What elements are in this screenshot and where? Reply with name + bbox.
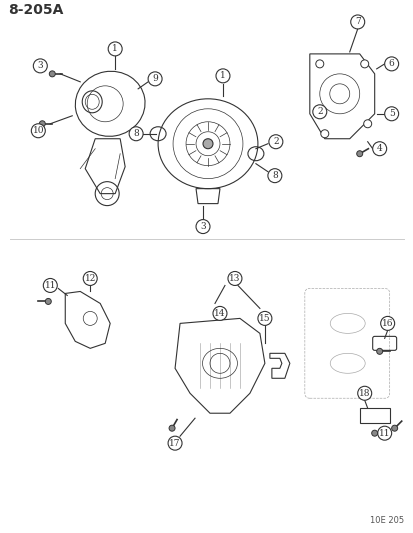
Circle shape [371,430,377,436]
Circle shape [228,271,241,286]
Circle shape [350,15,364,29]
Text: 9: 9 [152,74,158,83]
Text: 18: 18 [358,389,370,398]
Text: 1: 1 [112,44,118,53]
Circle shape [43,278,57,293]
Circle shape [39,121,45,127]
Text: 3: 3 [200,222,205,231]
Circle shape [376,349,382,354]
Circle shape [49,71,55,77]
Text: 14: 14 [214,309,225,318]
Circle shape [45,298,51,304]
Circle shape [216,69,229,83]
Circle shape [108,42,122,56]
Text: 10: 10 [33,126,44,135]
Circle shape [363,120,371,128]
Text: 7: 7 [354,18,360,27]
Circle shape [391,425,396,431]
Circle shape [380,317,394,330]
Circle shape [148,72,162,86]
Circle shape [33,59,47,73]
Text: 2: 2 [273,137,278,146]
Text: 1: 1 [220,71,225,80]
Circle shape [83,271,97,286]
Text: 13: 13 [229,274,240,283]
Text: 17: 17 [169,439,180,448]
Circle shape [212,306,226,320]
Circle shape [360,60,368,68]
Circle shape [372,142,386,156]
Circle shape [169,425,175,431]
Circle shape [312,105,326,119]
Circle shape [315,60,323,68]
Circle shape [320,130,328,138]
Circle shape [357,386,371,400]
Text: 11: 11 [45,281,56,290]
Circle shape [384,107,398,121]
Text: 11: 11 [378,429,389,438]
Circle shape [31,124,45,138]
Text: 8: 8 [133,129,139,138]
Circle shape [384,57,398,71]
Circle shape [356,151,362,157]
Circle shape [268,135,282,149]
Text: 3: 3 [38,61,43,70]
Circle shape [257,311,271,325]
Text: 2: 2 [316,107,322,116]
Text: 8-205A: 8-205A [8,3,64,17]
Circle shape [377,426,391,440]
Circle shape [195,220,209,233]
Circle shape [202,139,212,149]
Text: 5: 5 [388,109,394,118]
Text: 4: 4 [376,144,382,153]
Text: 10E 205: 10E 205 [369,516,403,525]
Text: 12: 12 [84,274,96,283]
Circle shape [267,168,281,183]
Circle shape [129,127,143,141]
Text: 6: 6 [388,59,394,68]
Text: 8: 8 [271,171,277,180]
Text: 15: 15 [259,314,270,323]
Circle shape [168,436,182,450]
Text: 16: 16 [381,319,392,328]
